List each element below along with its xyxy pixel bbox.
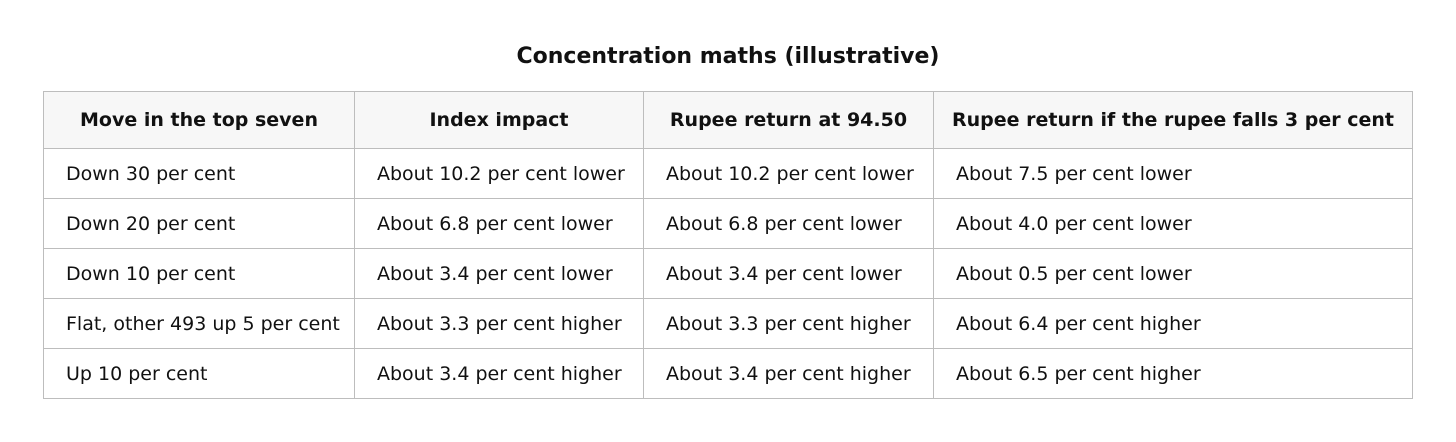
table-cell: About 6.8 per cent lower	[354, 198, 644, 249]
table-cell: About 3.4 per cent higher	[354, 348, 644, 399]
header-row: Move in the top seven Index impact Rupee r…	[43, 91, 1413, 149]
table-row: Down 10 per cent About 3.4 per cent lower…	[43, 248, 1413, 299]
table: Move in the top seven Index impact Rupee r…	[43, 91, 1413, 399]
table-row: Down 30 per cent About 10.2 per cent lowe…	[43, 148, 1413, 199]
table-cell: About 6.4 per cent higher	[933, 298, 1413, 349]
table-cell: About 3.3 per cent higher	[643, 298, 934, 349]
column-header: Rupee return at 94.50	[643, 91, 934, 149]
table-cell: About 3.3 per cent higher	[354, 298, 644, 349]
table-row: Flat, other 493 up 5 per cent About 3.3 p…	[43, 298, 1413, 349]
table-cell: Down 10 per cent	[43, 248, 355, 299]
table-cell: About 4.0 per cent lower	[933, 198, 1413, 249]
table-row: Down 20 per cent About 6.8 per cent lower…	[43, 198, 1413, 249]
table-cell: Down 20 per cent	[43, 198, 355, 249]
table-cell: Down 30 per cent	[43, 148, 355, 199]
column-header: Rupee return if the rupee falls 3 per ce…	[933, 91, 1413, 149]
table-cell: About 6.5 per cent higher	[933, 348, 1413, 399]
table-cell: About 10.2 per cent lower	[354, 148, 644, 199]
table-title: Concentration maths (illustrative)	[516, 44, 940, 69]
table-cell: About 0.5 per cent lower	[933, 248, 1413, 299]
table-cell: Flat, other 493 up 5 per cent	[43, 298, 355, 349]
column-header: Index impact	[354, 91, 644, 149]
table-head: Move in the top seven Index impact Rupee r…	[43, 91, 1413, 149]
table-cell: About 3.4 per cent higher	[643, 348, 934, 399]
table-cell: About 7.5 per cent lower	[933, 148, 1413, 199]
column-header: Move in the top seven	[43, 91, 355, 149]
table-body: Down 30 per cent About 10.2 per cent lowe…	[43, 148, 1413, 399]
table-cell: Up 10 per cent	[43, 348, 355, 399]
table-row: Up 10 per cent About 3.4 per cent higher A…	[43, 348, 1413, 399]
table-cell: About 3.4 per cent lower	[643, 248, 934, 299]
table-cell: About 3.4 per cent lower	[354, 248, 644, 299]
table-cell: About 10.2 per cent lower	[643, 148, 934, 199]
table-cell: About 6.8 per cent lower	[643, 198, 934, 249]
